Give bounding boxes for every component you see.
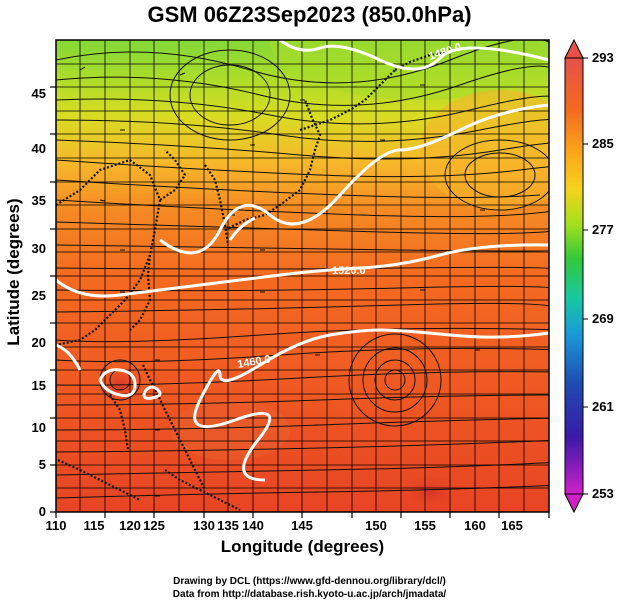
x-tick-label: 115: [84, 518, 105, 533]
wind-streamlines: [56, 40, 549, 499]
contour-label: 1520.0: [332, 265, 366, 277]
credit-drawing: Drawing by DCL (https://www.gfd-dennou.o…: [173, 576, 446, 587]
colorbar-scale: [564, 57, 584, 495]
chart-title: GSM 06Z23Sep2023 (850.0hPa): [147, 2, 472, 27]
x-tick-label: 110: [46, 518, 67, 533]
y-tick-label: 10: [32, 420, 46, 435]
geopotential-contours: [56, 40, 549, 482]
x-tick-label: 140: [242, 518, 264, 533]
y-tick-label: 25: [32, 288, 46, 303]
x-tick-label: 120: [119, 518, 141, 533]
y-tick-label: 35: [32, 193, 46, 208]
colorbar-bottom-arrow: [564, 493, 584, 514]
x-axis-tick-labels: 110 115 120 125 130 135 140 145 150 155 …: [46, 518, 523, 533]
credit-data: Data from http://database.rish.kyoto-u.a…: [172, 589, 447, 600]
colorbar-tick-label: 269: [592, 311, 614, 326]
y-axis-ticks: [50, 86, 56, 513]
colorbar-tick-label: 253: [592, 486, 614, 501]
temperature-field: [56, 40, 549, 512]
x-tick-label: 130: [193, 518, 215, 533]
x-tick-label: 145: [291, 518, 313, 533]
x-tick-label: 125: [143, 518, 165, 533]
colorbar-tick-label: 261: [592, 399, 614, 414]
y-tick-label: 5: [39, 457, 46, 472]
y-axis-label: Latitude (degrees): [4, 198, 23, 346]
x-tick-label: 155: [414, 518, 436, 533]
x-tick-label: 135: [217, 518, 239, 533]
contour-label: 1460.0: [236, 353, 271, 371]
y-axis-tick-labels: 0 5 10 15 20 25 30 35 40 45: [32, 86, 46, 519]
y-tick-label: 0: [39, 504, 46, 519]
x-tick-label: 150: [365, 518, 387, 533]
colorbar-top-arrow: [564, 38, 584, 59]
colorbar-tick-label: 293: [592, 50, 614, 65]
colorbar: 293 285 277 269 261 253: [564, 38, 614, 514]
y-tick-label: 45: [32, 86, 46, 101]
y-tick-label: 15: [32, 378, 46, 393]
x-tick-label: 160: [464, 518, 486, 533]
x-axis-label: Longitude (degrees): [220, 537, 385, 556]
y-tick-label: 40: [32, 141, 46, 156]
x-axis-ticks: [55, 512, 550, 518]
lat-lon-grid: [56, 40, 549, 512]
x-tick-label: 165: [501, 518, 523, 533]
colorbar-tick-label: 277: [592, 222, 614, 237]
colorbar-tick-label: 285: [592, 136, 614, 151]
y-tick-label: 30: [32, 241, 46, 256]
y-tick-label: 20: [32, 335, 46, 350]
